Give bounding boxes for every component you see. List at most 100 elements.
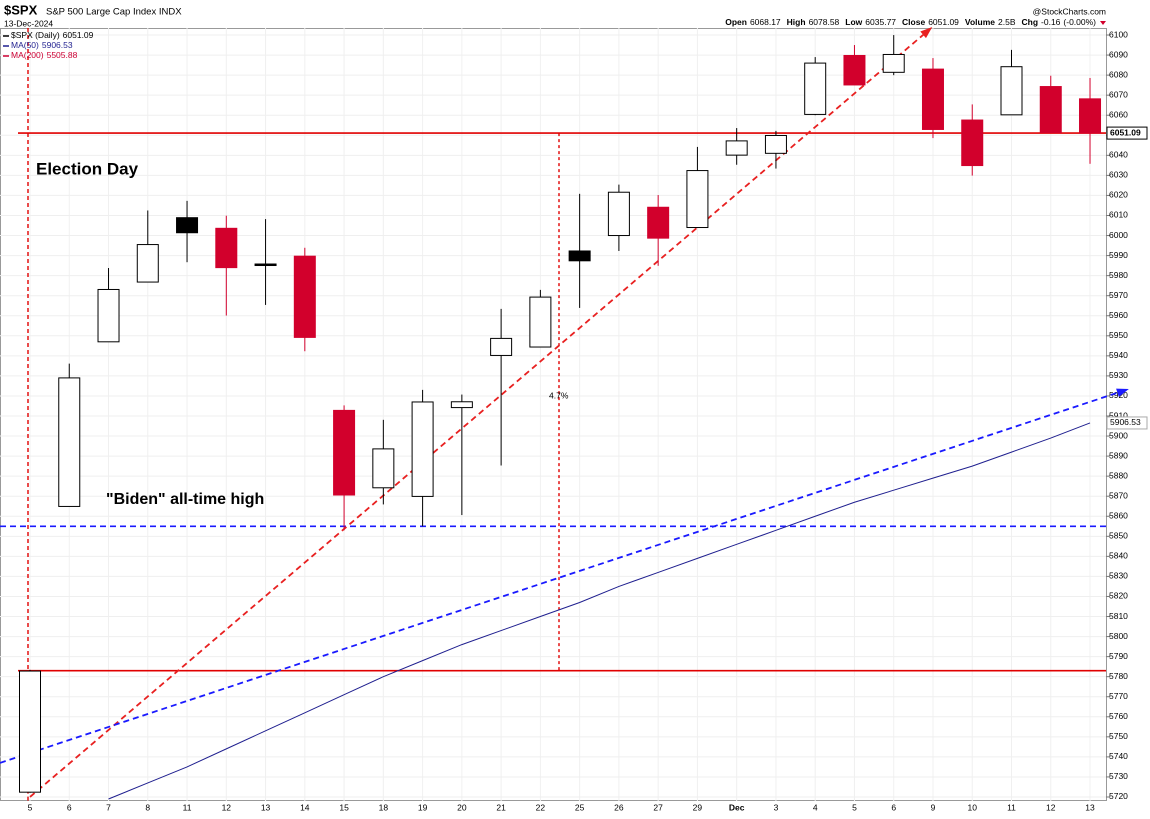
y-tick-label: 5940: [1109, 350, 1128, 360]
plot-frame: [0, 28, 1107, 801]
x-tick-label: 5: [28, 802, 33, 812]
quote-label: High: [787, 17, 806, 27]
x-tick-label: 18: [379, 802, 389, 812]
down-marker: [1100, 21, 1106, 25]
candle-body: [843, 54, 866, 86]
x-tick-label: 11: [1007, 802, 1016, 812]
x-tick-label: 22: [536, 802, 546, 812]
ma-tag-box: [1106, 416, 1148, 430]
quote-value: 6068.17: [750, 17, 781, 27]
y-tick-label: 5830: [1109, 571, 1128, 581]
y-tick-label: 5860: [1109, 511, 1128, 521]
x-tick-label: 12: [222, 802, 232, 812]
annotation: Election Day: [36, 159, 139, 178]
moving-average: [108, 422, 1091, 800]
quote: Open 6068.17 High 6078.58 Low 6035.77 Close 605…: [725, 17, 1096, 27]
candle-body: [97, 288, 120, 343]
candle-body: [529, 296, 552, 348]
candle-body: [176, 217, 199, 234]
y-tick-label: 5760: [1109, 711, 1128, 721]
x-tick-label: 3: [774, 802, 779, 812]
y-tick-label: 6030: [1109, 170, 1128, 180]
quote-label: Close: [902, 17, 925, 27]
legend-entry: $SPX (Daily) 6051.09: [11, 30, 94, 40]
x-tick-label: 6: [67, 802, 72, 812]
x-tick-label: 4: [813, 802, 818, 812]
legend-name: MA(200): [11, 50, 44, 60]
trendline-arrow: [1116, 388, 1129, 397]
annotation: 4.7%: [549, 390, 569, 400]
legend-entry: MA(200) 5505.88: [11, 50, 78, 60]
y-tick-label: 5930: [1109, 370, 1128, 380]
chart-subtitle: S&P 500 Large Cap Index INDX: [46, 7, 182, 18]
y-tick-label: 6070: [1109, 89, 1128, 99]
close-tag: 6051.09: [1110, 127, 1141, 137]
y-tick-label: 5890: [1109, 450, 1128, 460]
x-tick-label: 14: [300, 802, 310, 812]
y-tick-label: 5980: [1109, 270, 1128, 280]
x-tick-label: 8: [145, 802, 150, 812]
quote-label: Chg: [1022, 17, 1039, 27]
y-tick-label: 6000: [1109, 230, 1128, 240]
quote-label: Low: [845, 17, 862, 27]
y-tick-label: 5800: [1109, 631, 1128, 641]
quote-value: 6078.58: [809, 17, 840, 27]
candle-body: [921, 68, 944, 130]
x-tick-label: 20: [457, 802, 467, 812]
y-tick-label: 5850: [1109, 531, 1128, 541]
candle-body: [1079, 98, 1102, 134]
y-tick-label: 5810: [1109, 611, 1128, 621]
y-tick-label: 6080: [1109, 69, 1128, 79]
legend-value: 6051.09: [63, 30, 94, 40]
legend-name: MA(50): [11, 40, 39, 50]
quote-value: 6051.09: [928, 17, 959, 27]
x-tick-label: 13: [261, 802, 271, 812]
y-tick-label: 5910: [1109, 410, 1128, 420]
y-tick-label: 5730: [1109, 771, 1128, 781]
candle-body: [254, 263, 277, 267]
x-tick-label: 12: [1046, 802, 1056, 812]
x-tick-label: 13: [1085, 802, 1095, 812]
quote-value: 6035.77: [865, 17, 896, 27]
candle-body: [293, 255, 316, 338]
y-tick-label: 5970: [1109, 290, 1128, 300]
candle-body: [961, 119, 984, 167]
y-tick-label: 5880: [1109, 470, 1128, 480]
candle-body: [450, 401, 473, 409]
quote-value: -0.16: [1041, 17, 1061, 27]
candle-body: [215, 227, 238, 269]
x-tick-label: 9: [931, 802, 936, 812]
x-tick-label: 10: [968, 802, 978, 812]
x-tick-label: 7: [106, 802, 111, 812]
candle-body: [607, 191, 630, 237]
x-tick-label: 29: [693, 802, 703, 812]
y-tick-label: 5820: [1109, 591, 1128, 601]
x-tick-label: 21: [496, 802, 506, 812]
candle-body: [411, 401, 434, 497]
trendline-arrow: [920, 27, 933, 39]
candle-body: [333, 409, 356, 496]
candle-body: [647, 206, 670, 239]
candle-body: [1039, 86, 1062, 134]
legend-value: 5505.88: [47, 50, 78, 60]
y-tick-label: 5740: [1109, 751, 1128, 761]
candle-body: [725, 140, 748, 156]
x-tick-label: Dec: [729, 802, 745, 812]
x-tick-label: 6: [891, 802, 896, 812]
legend-entry: MA(50) 5906.53: [11, 40, 73, 50]
candle-body: [882, 53, 905, 73]
candle-body: [490, 337, 513, 356]
trendline: [0, 389, 1127, 764]
source: @StockCharts.com: [1033, 6, 1106, 16]
candle-body: [764, 134, 787, 154]
x-tick-label: 27: [653, 802, 663, 812]
y-tick-label: 5750: [1109, 731, 1128, 741]
y-tick-label: 5900: [1109, 430, 1128, 440]
ma-tag: 5906.53: [1110, 417, 1141, 427]
y-tick-label: 5960: [1109, 310, 1128, 320]
candle-body: [804, 62, 827, 115]
y-tick-label: 6090: [1109, 49, 1128, 59]
candle-body: [19, 670, 41, 793]
y-tick-label: 5780: [1109, 671, 1128, 681]
